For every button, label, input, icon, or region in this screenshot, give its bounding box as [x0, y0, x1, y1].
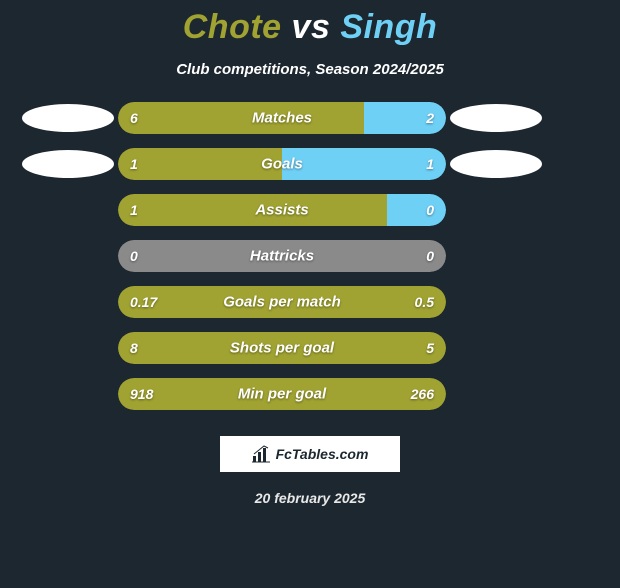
- stat-row: 0.17 0.5 Goals per match: [18, 286, 602, 318]
- stat-row: 0 0 Hattricks: [18, 240, 602, 272]
- stat-value-right: 5: [426, 340, 434, 356]
- stat-value-right: 0.5: [415, 294, 434, 310]
- stat-label: Min per goal: [238, 386, 326, 403]
- stat-label: Goals per match: [223, 294, 341, 311]
- player2-badge: [450, 150, 542, 178]
- stat-bar: 918 266 Min per goal: [118, 378, 446, 410]
- stat-bar: 0.17 0.5 Goals per match: [118, 286, 446, 318]
- stat-label: Matches: [252, 110, 312, 127]
- stat-row: 1 1 Goals: [18, 148, 602, 180]
- stat-value-left: 1: [130, 202, 138, 218]
- stat-row: 8 5 Shots per goal: [18, 332, 602, 364]
- right-side: [446, 150, 546, 178]
- date-text: 20 february 2025: [0, 490, 620, 506]
- stat-value-right: 0: [426, 202, 434, 218]
- stat-value-left: 1: [130, 156, 138, 172]
- stat-value-right: 2: [426, 110, 434, 126]
- stat-label: Shots per goal: [230, 340, 334, 357]
- branding-box: FcTables.com: [220, 436, 400, 472]
- vs-text: vs: [292, 8, 331, 46]
- stat-bar: 1 1 Goals: [118, 148, 446, 180]
- bar-fill-left: [118, 148, 282, 180]
- stat-bar: 8 5 Shots per goal: [118, 332, 446, 364]
- player1-badge: [22, 104, 114, 132]
- bar-fill-right: [387, 194, 446, 226]
- stat-bar: 1 0 Assists: [118, 194, 446, 226]
- stat-label: Assists: [255, 202, 308, 219]
- player2-name: Singh: [340, 8, 437, 46]
- stat-value-right: 266: [411, 386, 434, 402]
- stat-label: Goals: [261, 156, 303, 173]
- stat-row: 6 2 Matches: [18, 102, 602, 134]
- stat-value-right: 0: [426, 248, 434, 264]
- left-side: [18, 104, 118, 132]
- subtitle: Club competitions, Season 2024/2025: [0, 61, 620, 78]
- stat-value-left: 918: [130, 386, 153, 402]
- bar-fill-left: [118, 102, 364, 134]
- page-title: Chote vs Singh: [0, 8, 620, 47]
- stat-value-right: 1: [426, 156, 434, 172]
- stat-row: 918 266 Min per goal: [18, 378, 602, 410]
- player1-badge: [22, 150, 114, 178]
- player1-name: Chote: [183, 8, 282, 46]
- stat-value-left: 6: [130, 110, 138, 126]
- stat-bar: 6 2 Matches: [118, 102, 446, 134]
- right-side: [446, 104, 546, 132]
- stat-value-left: 8: [130, 340, 138, 356]
- stat-value-left: 0.17: [130, 294, 157, 310]
- stat-label: Hattricks: [250, 248, 314, 265]
- stat-bar: 0 0 Hattricks: [118, 240, 446, 272]
- player2-badge: [450, 104, 542, 132]
- chart-icon: [252, 445, 270, 463]
- stat-value-left: 0: [130, 248, 138, 264]
- bar-fill-left: [118, 194, 387, 226]
- bar-fill-right: [282, 148, 446, 180]
- left-side: [18, 150, 118, 178]
- stat-row: 1 0 Assists: [18, 194, 602, 226]
- branding-text: FcTables.com: [276, 446, 369, 462]
- stats-container: 6 2 Matches 1 1 Goals 1 0 Assists 0 0 Hattricks 0.17…: [0, 102, 620, 410]
